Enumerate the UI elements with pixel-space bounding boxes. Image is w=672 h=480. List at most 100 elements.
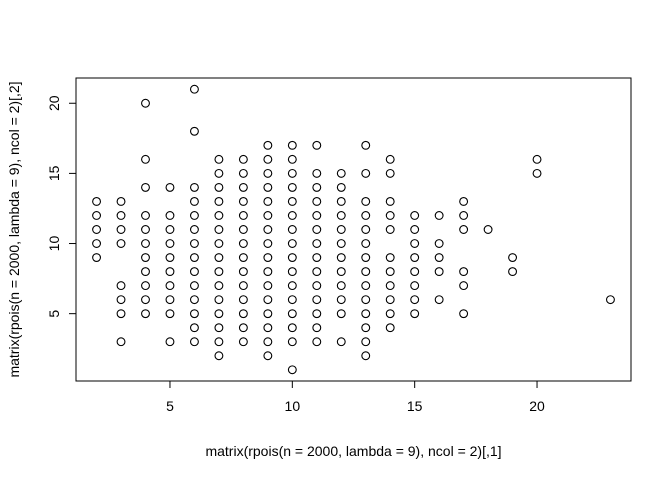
- data-point: [385, 309, 395, 319]
- data-point: [116, 337, 126, 347]
- data-point: [214, 239, 224, 248]
- data-point: [385, 323, 395, 333]
- data-point: [312, 225, 322, 234]
- data-point: [287, 225, 297, 234]
- y-tick-label: 5: [46, 310, 62, 318]
- data-point: [214, 267, 224, 277]
- data-point: [361, 253, 371, 263]
- data-point: [165, 267, 175, 277]
- data-point: [214, 168, 224, 178]
- data-point: [214, 154, 224, 164]
- data-point: [385, 168, 395, 178]
- y-tick-label: 15: [46, 165, 62, 181]
- data-point: [165, 211, 175, 220]
- data-point: [189, 239, 199, 248]
- data-point: [116, 196, 126, 206]
- y-tick-label: 10: [46, 236, 62, 252]
- data-point: [385, 253, 395, 263]
- x-tick-label: 5: [166, 398, 174, 414]
- data-point: [459, 225, 469, 234]
- data-point: [508, 267, 518, 277]
- data-point: [116, 225, 126, 234]
- data-point: [410, 267, 420, 277]
- data-point: [263, 168, 273, 178]
- data-point: [141, 154, 150, 164]
- data-point: [361, 337, 371, 347]
- data-point: [312, 196, 322, 206]
- data-point: [410, 211, 420, 220]
- data-point: [312, 253, 322, 263]
- data-point: [287, 267, 297, 277]
- data-point: [508, 253, 518, 263]
- data-point: [238, 281, 248, 291]
- data-point: [410, 295, 420, 305]
- data-point: [263, 267, 273, 277]
- data-point: [189, 323, 199, 333]
- data-point: [238, 253, 248, 263]
- data-point: [336, 168, 346, 178]
- data-point: [336, 267, 346, 277]
- data-point: [336, 239, 346, 248]
- data-point: [385, 225, 395, 234]
- data-point: [361, 309, 371, 319]
- data-point: [141, 281, 150, 291]
- data-point: [141, 309, 150, 319]
- data-point: [434, 267, 444, 277]
- data-point: [238, 267, 248, 277]
- data-point: [336, 211, 346, 220]
- data-point: [410, 309, 420, 319]
- data-point: [141, 225, 150, 234]
- data-point: [361, 295, 371, 305]
- data-point: [287, 323, 297, 333]
- data-point: [287, 168, 297, 178]
- data-point: [263, 351, 273, 361]
- data-point: [287, 337, 297, 347]
- data-point: [287, 211, 297, 220]
- data-point: [434, 253, 444, 263]
- data-point: [312, 295, 322, 305]
- data-point: [263, 295, 273, 305]
- data-point: [238, 225, 248, 234]
- data-point: [189, 337, 199, 347]
- data-point: [336, 309, 346, 319]
- data-point: [263, 281, 273, 291]
- data-point: [532, 154, 542, 164]
- data-point: [385, 196, 395, 206]
- data-point: [361, 225, 371, 234]
- data-point: [141, 98, 150, 108]
- data-point: [238, 295, 248, 305]
- data-point: [189, 309, 199, 319]
- data-point: [238, 337, 248, 347]
- data-point: [361, 281, 371, 291]
- data-points: [92, 84, 615, 375]
- y-axis-label: matrix(rpois(n = 2000, lambda = 9), ncol…: [6, 81, 22, 377]
- data-point: [361, 323, 371, 333]
- data-point: [238, 323, 248, 333]
- y-axis: 5 10 15 20: [46, 95, 77, 318]
- data-point: [312, 182, 322, 192]
- data-point: [263, 337, 273, 347]
- data-point: [312, 309, 322, 319]
- data-point: [238, 211, 248, 220]
- data-point: [214, 182, 224, 192]
- data-point: [434, 295, 444, 305]
- data-point: [361, 168, 371, 178]
- data-point: [263, 196, 273, 206]
- data-point: [483, 225, 493, 234]
- data-point: [238, 182, 248, 192]
- data-point: [92, 239, 102, 248]
- data-point: [165, 253, 175, 263]
- data-point: [141, 211, 150, 220]
- data-point: [141, 253, 150, 263]
- data-point: [287, 140, 297, 150]
- data-point: [312, 211, 322, 220]
- data-point: [189, 253, 199, 263]
- data-point: [214, 211, 224, 220]
- data-point: [361, 140, 371, 150]
- data-point: [459, 211, 469, 220]
- data-point: [410, 225, 420, 234]
- data-point: [238, 309, 248, 319]
- data-point: [263, 309, 273, 319]
- data-point: [434, 211, 444, 220]
